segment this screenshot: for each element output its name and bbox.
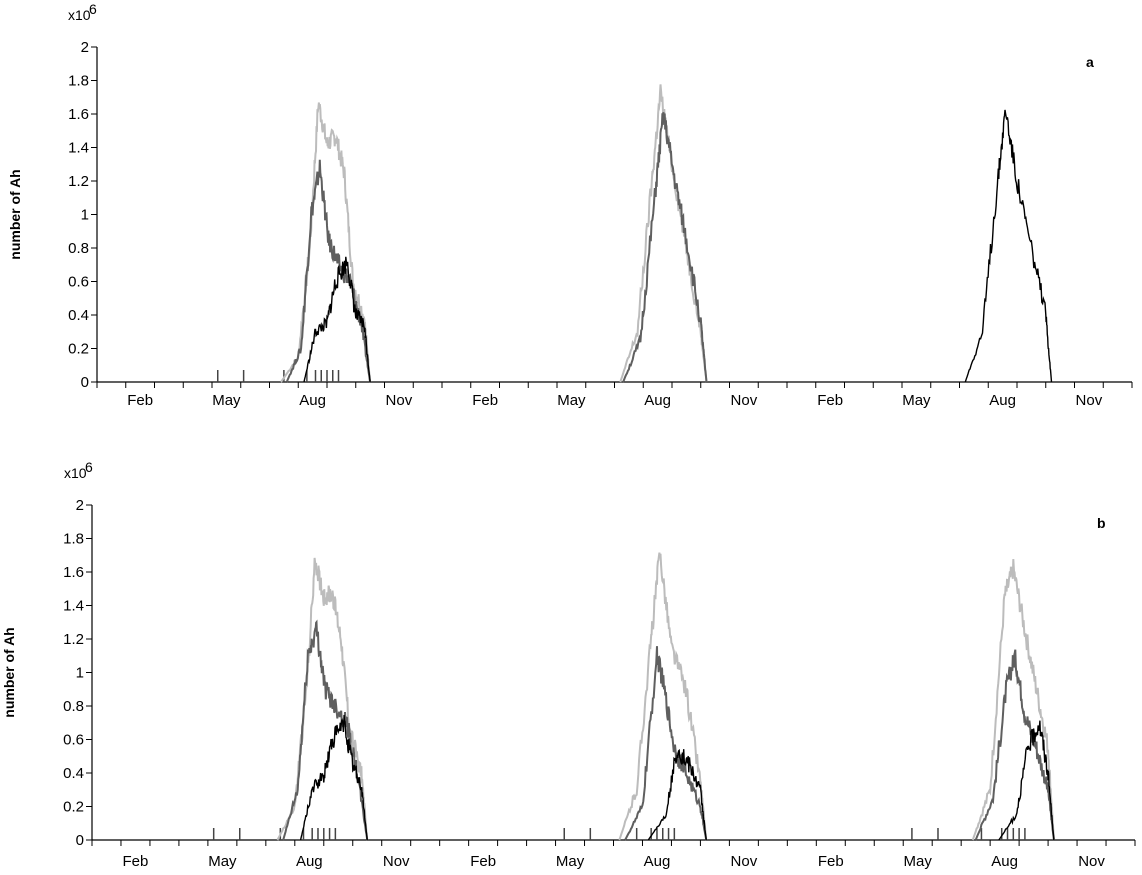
y-tick-label: 1.6	[68, 106, 89, 123]
series-line	[282, 619, 369, 841]
y-tick-label: 1.2	[63, 631, 84, 648]
x-tick-label: Feb	[127, 392, 153, 409]
x-tick-label: Aug	[644, 853, 671, 870]
y-tick-label: 0	[76, 832, 84, 849]
y-tick-label: 1	[81, 207, 89, 224]
y-tick-label: 0	[81, 374, 89, 391]
x-tick-label: May	[208, 853, 237, 870]
y-tick-label: 0.4	[68, 307, 89, 324]
x-tick-label: Aug	[299, 392, 326, 409]
y-tick-label: 0.2	[68, 341, 89, 358]
series-line	[303, 256, 371, 383]
x-tick-label: Nov	[731, 392, 758, 409]
y-tick-label: 0.6	[68, 274, 89, 291]
x-tick-label: Aug	[296, 853, 323, 870]
y-tick-label: 1.4	[63, 598, 84, 615]
y-tick-label: 0.2	[63, 799, 84, 816]
x-tick-label: Nov	[1078, 853, 1105, 870]
x-tick-label: May	[904, 853, 933, 870]
x-tick-label: Nov	[731, 853, 758, 870]
y-tick-label: 2	[81, 39, 89, 56]
x-tick-label: Feb	[818, 853, 844, 870]
x-tick-label: May	[557, 392, 586, 409]
x-tick-label: Feb	[123, 853, 149, 870]
x-tick-label: Nov	[1076, 392, 1103, 409]
series-line	[619, 84, 708, 383]
series-line	[285, 159, 372, 383]
x-tick-label: Aug	[644, 392, 671, 409]
series-line	[974, 649, 1055, 841]
x-tick-label: Feb	[817, 392, 843, 409]
y-tick-label: 0.8	[63, 698, 84, 715]
y-axis-label: number of Ah	[1, 627, 17, 717]
x-tick-label: Feb	[472, 392, 498, 409]
series-line	[998, 720, 1055, 841]
y-tick-label: 1.2	[68, 173, 89, 190]
x-tick-label: Aug	[991, 853, 1018, 870]
chart-panel-a: 0 0.2 0.4 0.6 0.8 1 1.2 1.4 1.6 1.8 2 Feb May Aug Nov F…	[7, 1, 1133, 409]
x-tick-label: Feb	[470, 853, 496, 870]
series-line	[622, 112, 708, 383]
panel-letter: a	[1086, 54, 1094, 70]
x-tick-label: Aug	[989, 392, 1016, 409]
x-tick-label: May	[212, 392, 241, 409]
series-line	[624, 646, 708, 841]
x-tick-label: Nov	[383, 853, 410, 870]
y-multiplier-exponent: 6	[85, 459, 93, 475]
y-tick-label: 0.4	[63, 765, 84, 782]
y-multiplier-exponent: 6	[89, 1, 97, 17]
x-tick-label: Nov	[386, 392, 413, 409]
y-tick-label: 2	[76, 497, 84, 514]
y-axis-label: number of Ah	[7, 169, 23, 259]
series-line	[647, 748, 707, 841]
y-tick-label: 1.4	[68, 140, 89, 157]
series-line	[618, 552, 708, 841]
series-line	[964, 109, 1053, 383]
series-line	[971, 559, 1055, 841]
y-tick-label: 1.6	[63, 564, 84, 581]
series-line	[280, 102, 372, 383]
y-tick-label: 1	[76, 665, 84, 682]
series-line	[299, 714, 368, 841]
y-tick-label: 1.8	[68, 73, 89, 90]
y-multiplier: x10	[64, 465, 87, 481]
y-tick-label: 1.8	[63, 531, 84, 548]
top-strip	[0, 0, 1142, 12]
y-tick-label: 0.6	[63, 732, 84, 749]
y-tick-label: 0.8	[68, 240, 89, 257]
y-multiplier: x10	[68, 7, 91, 23]
x-tick-label: May	[902, 392, 931, 409]
panel-letter: b	[1097, 515, 1106, 531]
chart-panel-b: 0 0.2 0.4 0.6 0.8 1 1.2 1.4 1.6 1.8 2 Feb May Aug Nov F…	[1, 459, 1136, 870]
series-line	[276, 557, 369, 841]
x-tick-label: May	[556, 853, 585, 870]
